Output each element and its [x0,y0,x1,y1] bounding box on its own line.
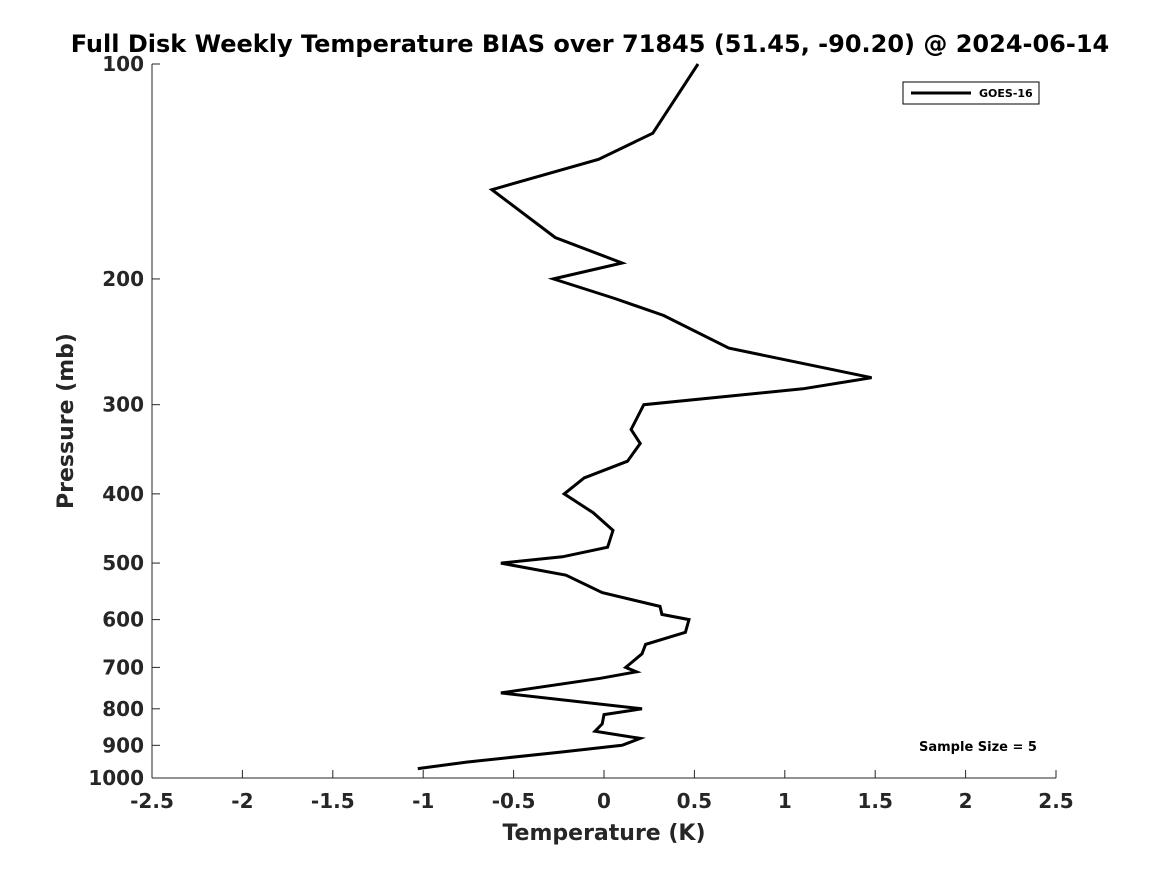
x-tick-label: 1.5 [857,789,892,813]
x-tick-label: -0.5 [492,789,536,813]
x-axis-ticks: -2.5 -2 -1.5 -1 -0.5 0 0.5 1 1.5 2 2.5 [130,770,1074,813]
y-tick-label: 400 [102,482,144,506]
y-tick-label: 600 [102,608,144,632]
sample-size-annotation: Sample Size = 5 [919,740,1037,755]
legend-label-goes-16: GOES-16 [979,87,1033,100]
y-tick-label: 700 [102,655,144,679]
x-tick-label: 0.5 [677,789,712,813]
plot-area [152,64,1056,778]
y-tick-label: 900 [102,733,144,757]
series-line-goes-16 [417,63,872,771]
x-tick-label: -2 [231,789,253,813]
chart-title: Full Disk Weekly Temperature BIAS over 7… [71,30,1110,58]
x-tick-label: 1 [778,789,792,813]
legend: GOES-16 [902,81,1040,105]
y-axis-label: Pressure (mb) [54,333,79,509]
y-tick-label: 200 [102,267,144,291]
x-axis-label: Temperature (K) [502,821,705,846]
x-tick-label: 2.5 [1038,789,1073,813]
series-layer [417,63,872,771]
y-tick-label: 800 [102,697,144,721]
y-tick-label: 300 [102,393,144,417]
x-tick-label: -1 [412,789,434,813]
x-tick-label: -2.5 [130,789,174,813]
y-tick-label: 500 [102,551,144,575]
x-tick-label: 0 [597,789,611,813]
y-axis-ticks: 100 200 300 400 500 600 700 800 900 1000 [88,52,160,790]
y-tick-label: 100 [102,52,144,76]
x-tick-label: -1.5 [311,789,355,813]
y-tick-label: 1000 [88,766,144,790]
x-tick-label: 2 [959,789,973,813]
